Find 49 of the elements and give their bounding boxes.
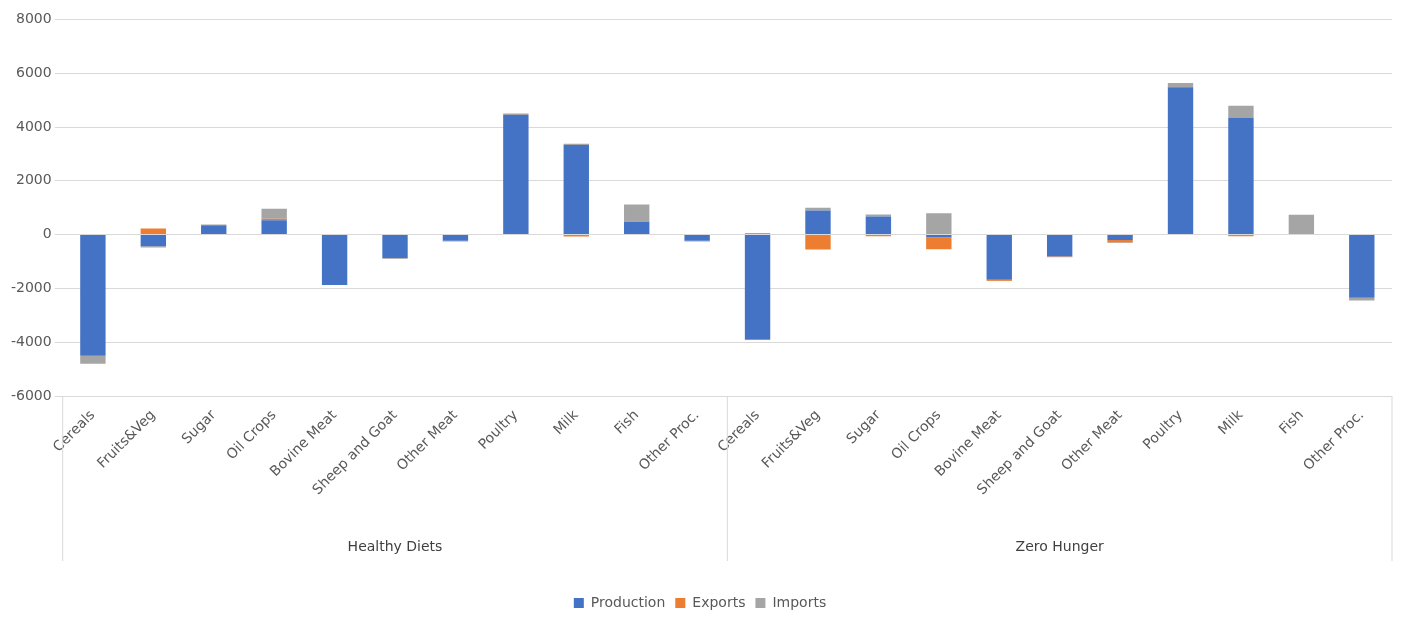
bar — [321, 235, 348, 285]
bar — [261, 220, 287, 235]
bar — [1349, 235, 1375, 298]
y-tick-label: 2000 — [16, 171, 52, 188]
y-tick-label: 6000 — [16, 63, 52, 80]
bar — [1046, 235, 1073, 257]
bar — [201, 225, 227, 235]
bar — [80, 355, 106, 364]
y-tick-label: -2000 — [10, 279, 52, 296]
legend-label: Exports — [692, 593, 746, 610]
bar — [805, 210, 831, 235]
bar — [926, 213, 952, 235]
text: Zero Hunger — [1015, 537, 1105, 554]
bar — [1167, 87, 1194, 235]
bar — [1349, 297, 1375, 301]
y-tick-label: -6000 — [10, 386, 52, 403]
bar — [1167, 82, 1194, 88]
bar — [1288, 214, 1315, 235]
bar — [624, 204, 650, 222]
bar — [865, 214, 892, 217]
bar — [140, 228, 167, 235]
x-tick-label: Fish — [610, 406, 642, 437]
bar — [503, 114, 529, 235]
legend-label: Imports — [772, 593, 827, 610]
bar — [744, 235, 771, 339]
bar — [1228, 118, 1254, 235]
bar — [1228, 105, 1254, 119]
bar — [865, 216, 892, 235]
bar — [442, 235, 469, 241]
y-tick-label: 8000 — [16, 10, 52, 27]
text: Healthy Diets — [347, 537, 443, 554]
bar — [382, 235, 408, 258]
bar — [624, 221, 650, 235]
bar — [261, 208, 287, 219]
bar — [986, 235, 1012, 280]
x-tick-label: Fish — [1275, 406, 1307, 437]
bar — [805, 235, 831, 250]
y-tick-label: 4000 — [16, 117, 52, 134]
bar — [140, 235, 167, 247]
y-tick-label: -4000 — [10, 332, 52, 349]
legend-label: Production — [590, 593, 666, 610]
bar — [926, 235, 952, 238]
bar — [80, 235, 106, 356]
bar — [926, 237, 952, 250]
bar — [563, 145, 589, 235]
y-tick-label: 0 — [42, 225, 52, 242]
x-tick-label: Milk — [549, 405, 582, 438]
bar — [1107, 235, 1133, 240]
bar — [684, 235, 710, 241]
